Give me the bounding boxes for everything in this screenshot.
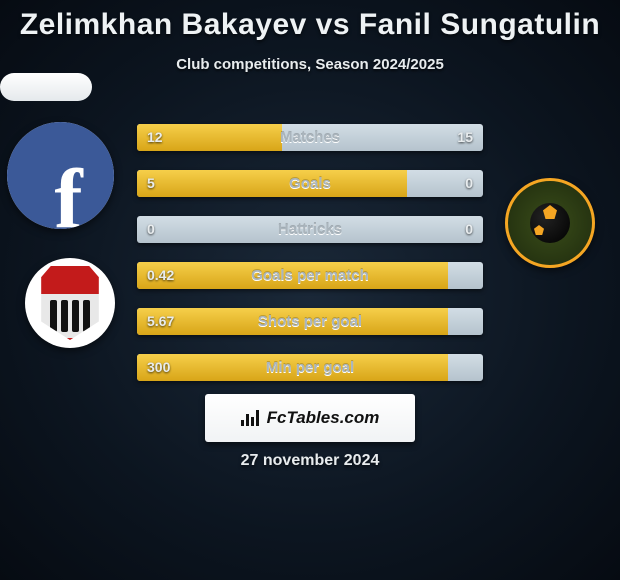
bar-value-left: 12: [137, 124, 173, 151]
fctables-label: FcTables.com: [267, 408, 380, 428]
bar-value-right: 15: [447, 124, 483, 151]
bar-label: Matches: [137, 124, 483, 151]
stat-bar: Goals5 0: [137, 170, 483, 197]
bar-label: Goals: [137, 170, 483, 197]
bar-value-right: 0: [455, 216, 483, 243]
player-right-photo: [0, 73, 92, 101]
bar-label: Min per goal: [137, 354, 483, 381]
bar-value-left: 0: [137, 216, 165, 243]
date-text: 27 november 2024: [0, 452, 620, 470]
bar-value-left: 300: [137, 354, 180, 381]
comparison-bars: Matches1215Goals50Hattricks00Goals per m…: [137, 124, 483, 400]
stat-bar: Goals per match0.42: [137, 262, 483, 289]
stat-bar: Hattricks0 0: [137, 216, 483, 243]
club-left-logo: [25, 258, 115, 348]
stat-bar: Min per goal300: [137, 354, 483, 381]
bar-value-left: 5: [137, 170, 165, 197]
player-left-photo: f: [7, 122, 114, 229]
facebook-icon: f: [7, 122, 114, 229]
club-right-logo: [505, 178, 595, 268]
khimki-shield-icon: [38, 266, 102, 340]
bar-chart-icon: [241, 410, 261, 426]
bar-value-left: 0.42: [137, 262, 184, 289]
fctables-watermark[interactable]: FcTables.com: [205, 394, 415, 442]
bar-value-left: 5.67: [137, 308, 184, 335]
subtitle: Club competitions, Season 2024/2025: [0, 56, 620, 73]
stat-bar: Matches12 15: [137, 124, 483, 151]
ural-ball-icon: [530, 203, 570, 243]
bar-label: Shots per goal: [137, 308, 483, 335]
bar-label: Hattricks: [137, 216, 483, 243]
bar-value-right: 0: [455, 170, 483, 197]
stat-bar: Shots per goal5.67: [137, 308, 483, 335]
bar-label: Goals per match: [137, 262, 483, 289]
page-title: Zelimkhan Bakayev vs Fanil Sungatulin: [0, 0, 620, 42]
